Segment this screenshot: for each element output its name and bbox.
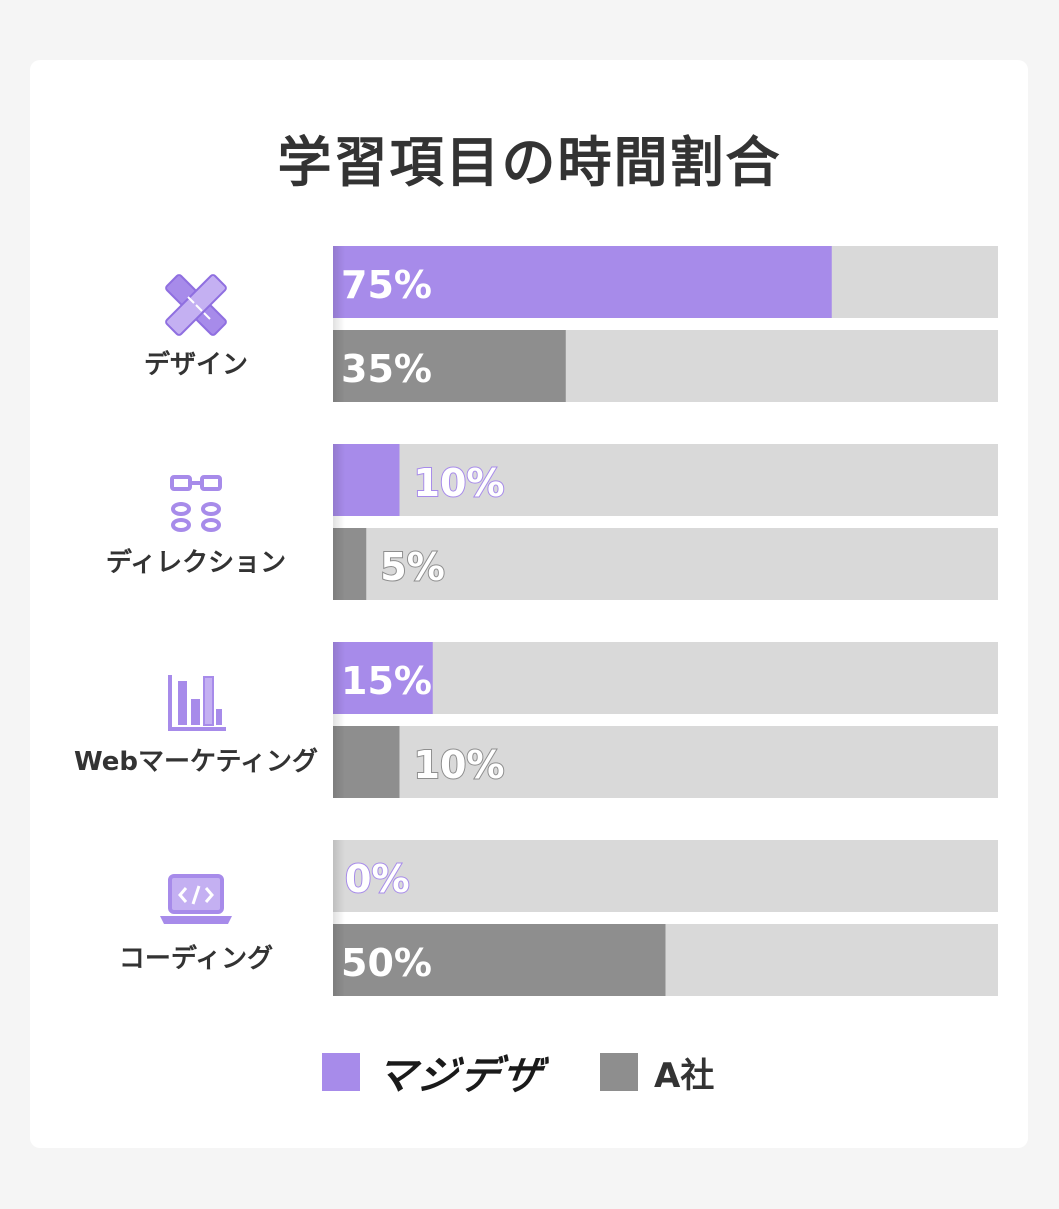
bar-shade <box>333 642 345 798</box>
category-label: コーディング <box>119 943 273 974</box>
bar-majideza <box>333 246 832 318</box>
chart-title: 学習項目の時間割合 <box>277 131 782 194</box>
bar-value-label: 10% <box>414 743 505 787</box>
bar-value-label: 50% <box>341 941 432 985</box>
bar-track <box>333 528 998 600</box>
bar-value-label: 75% <box>341 263 432 307</box>
pencil-ruler-icon <box>165 274 227 336</box>
bar-value-label: 10% <box>414 461 505 505</box>
bar-shade <box>333 444 345 600</box>
bar-chart-icon <box>168 675 226 731</box>
legend-label-majideza: マジデザ <box>372 1053 547 1099</box>
legend-label-a-company: A社 <box>654 1055 715 1096</box>
bar-a-company <box>333 924 666 996</box>
bar-value-label: 0% <box>345 857 410 901</box>
bar-track <box>333 444 998 516</box>
bar-track <box>333 840 998 912</box>
bar-track <box>333 642 998 714</box>
bar-value-label: 15% <box>341 659 432 703</box>
legend-swatch-a-company <box>600 1053 638 1091</box>
bar-majideza <box>333 642 433 714</box>
bar-value-label: 5% <box>380 545 445 589</box>
bar-shade <box>333 840 345 996</box>
legend: マジデザ A社 <box>322 1052 714 1099</box>
bar-value-label: 35% <box>341 347 432 391</box>
category-label: ディレクション <box>106 547 286 578</box>
legend-swatch-majideza <box>322 1053 360 1091</box>
category-label: デザイン <box>144 349 248 380</box>
bar-a-company <box>333 330 566 402</box>
laptop-code-icon <box>160 874 232 924</box>
bar-track <box>333 726 998 798</box>
category-label: Webマーケティング <box>74 747 318 777</box>
bar-shade <box>333 246 345 402</box>
flowchart-icon <box>170 475 222 532</box>
